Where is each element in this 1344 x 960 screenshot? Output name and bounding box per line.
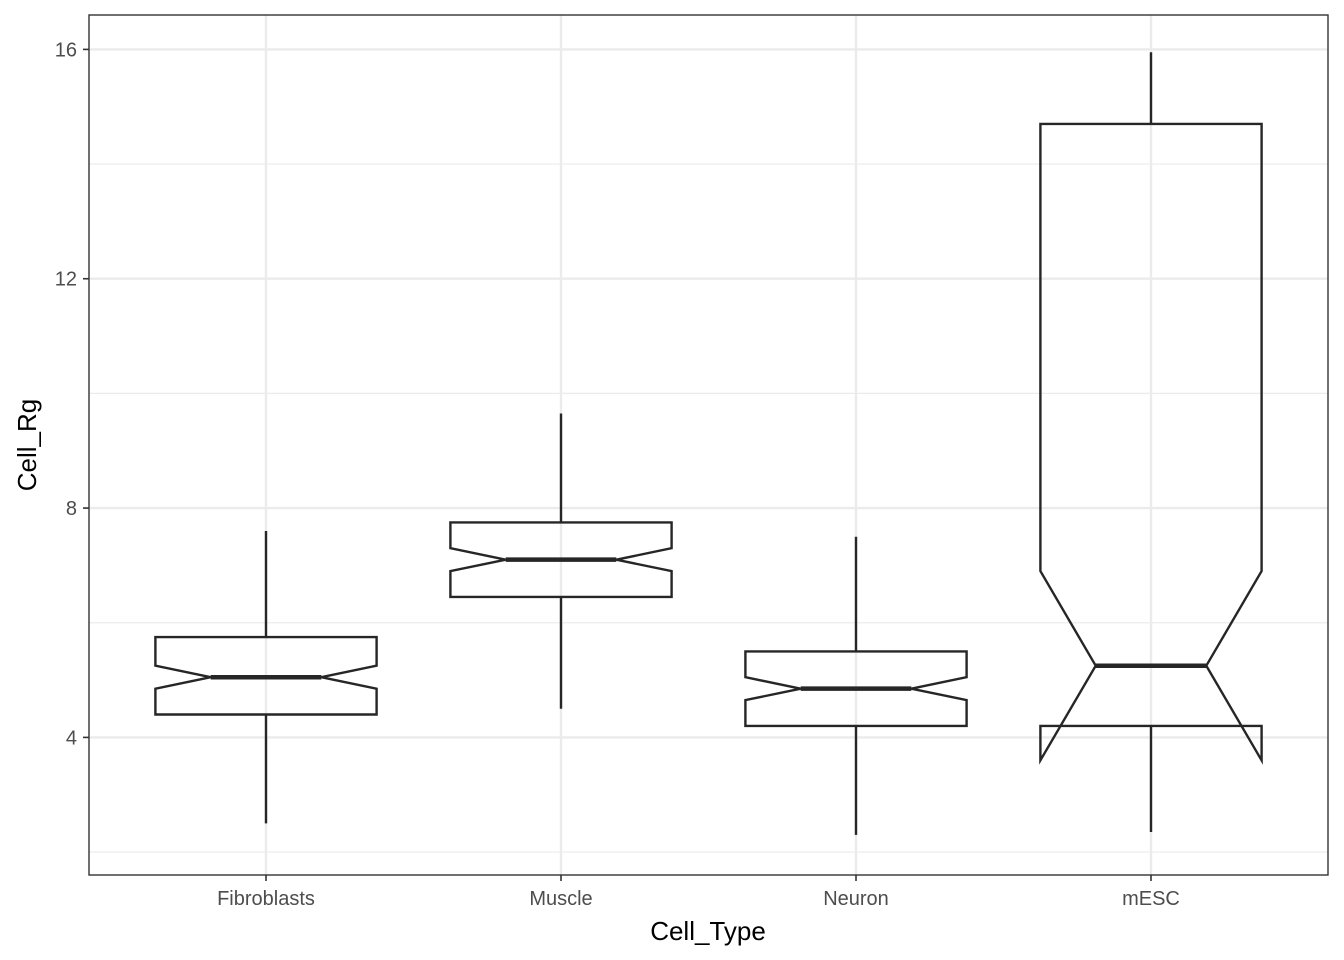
y-tick-label: 16	[55, 39, 77, 61]
x-tick-label: Muscle	[529, 888, 592, 910]
box-mesc	[1039, 52, 1263, 832]
notched-box	[449, 521, 673, 599]
grid-lines	[89, 15, 1328, 875]
y-tick-label: 12	[55, 269, 77, 291]
boxplots	[154, 52, 1263, 835]
y-tick-label: 8	[66, 498, 77, 520]
y-axis: 4 8 12 16	[55, 39, 89, 749]
y-tick-label: 4	[66, 727, 77, 749]
x-tick-label: Fibroblasts	[217, 888, 315, 910]
box-fibroblasts	[154, 531, 378, 824]
notched-box	[744, 650, 968, 728]
box-neuron	[744, 536, 968, 835]
x-axis: Fibroblasts Muscle Neuron mESC	[217, 875, 1180, 910]
x-tick-label: Neuron	[823, 888, 889, 910]
notched-box	[1039, 122, 1263, 765]
y-axis-title: Cell_Rg	[12, 399, 42, 492]
box-muscle	[449, 413, 673, 709]
panel-border	[88, 14, 1329, 876]
notched-box	[154, 635, 378, 716]
x-axis-title: Cell_Type	[650, 916, 766, 946]
x-tick-label: mESC	[1122, 888, 1180, 910]
